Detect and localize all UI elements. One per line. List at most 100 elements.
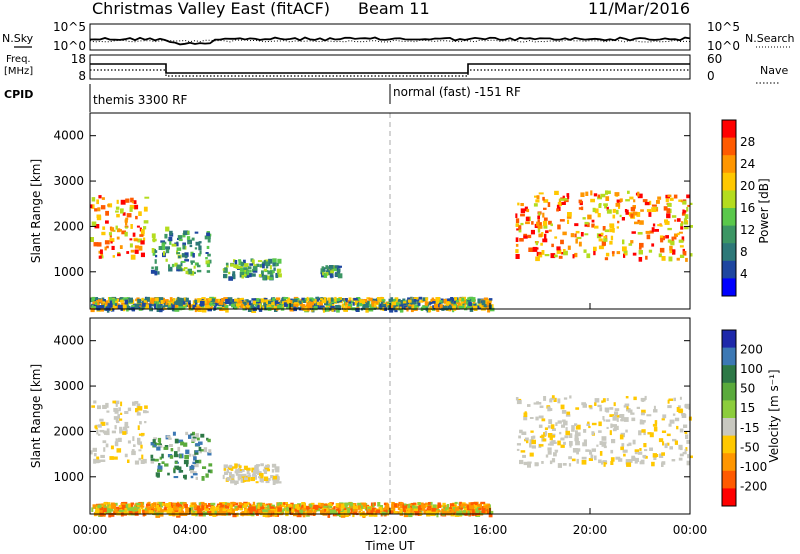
heatmap-cell <box>574 252 578 258</box>
heatmap-cell <box>629 196 634 200</box>
heatmap-cell <box>179 501 185 504</box>
heatmap-cell <box>417 502 421 505</box>
heatmap-cell <box>106 410 110 413</box>
heatmap-cell <box>626 406 629 410</box>
heatmap-cell <box>679 396 682 400</box>
heatmap-cell <box>462 510 466 513</box>
heatmap-cell <box>334 273 339 277</box>
heatmap-cell <box>623 253 626 258</box>
heatmap-cell <box>219 508 223 512</box>
heatmap-cell <box>462 503 468 506</box>
heatmap-cell <box>115 300 119 303</box>
heatmap-cell <box>115 225 118 230</box>
heatmap-cell <box>165 301 171 306</box>
heatmap-cell <box>163 251 166 256</box>
heatmap-cell <box>569 395 572 399</box>
heatmap-cell <box>472 508 477 514</box>
heatmap-cell <box>94 208 98 212</box>
heatmap-cell <box>206 437 209 441</box>
heatmap-cell <box>176 252 181 255</box>
heatmap-cell <box>140 229 145 234</box>
heatmap-cell <box>191 439 196 442</box>
heatmap-cell <box>190 433 194 436</box>
heatmap-cell <box>529 443 532 448</box>
heatmap-cell <box>180 298 184 301</box>
heatmap-cell <box>471 510 475 515</box>
heatmap-cell <box>623 247 626 251</box>
heatmap-cell <box>569 441 573 446</box>
heatmap-cell <box>375 509 381 514</box>
heatmap-cell <box>338 305 342 311</box>
nsky-panel: N.Sky 10^5 10^0 10^5 10^0 N.Search <box>2 20 795 53</box>
heatmap-cell <box>91 204 95 209</box>
heatmap-cell <box>399 306 402 310</box>
heatmap-cell <box>286 304 290 307</box>
heatmap-cell <box>646 234 651 240</box>
heatmap-cell <box>630 412 635 415</box>
heatmap-cell <box>157 503 160 507</box>
heatmap-cell <box>165 226 170 232</box>
heatmap-cell <box>466 505 471 510</box>
freq-trace <box>90 63 690 74</box>
heatmap-cell <box>304 298 307 301</box>
heatmap-cell <box>352 302 355 306</box>
heatmap-cell <box>685 434 689 439</box>
nsearch-label: N.Search <box>745 32 795 45</box>
freq-tick-top: 18 <box>71 52 86 66</box>
heatmap-cell <box>682 209 685 214</box>
heatmap-cell <box>572 254 575 259</box>
heatmap-cell <box>557 224 561 230</box>
heatmap-cell <box>215 506 220 510</box>
heatmap-cell <box>283 302 288 307</box>
heatmap-cell <box>267 478 271 481</box>
heatmap-cell <box>293 513 298 517</box>
heatmap-cell <box>402 301 407 304</box>
colorbar-tick-label: -100 <box>740 460 767 474</box>
heatmap-cell <box>274 307 278 312</box>
heatmap-cell <box>356 305 360 309</box>
heatmap-cell <box>627 190 630 194</box>
heatmap-cell <box>669 245 673 251</box>
heatmap-cell <box>362 300 366 304</box>
heatmap-cell <box>581 456 587 460</box>
heatmap-cell <box>105 220 109 224</box>
heatmap-cell <box>108 505 112 509</box>
heatmap-cell <box>485 504 489 509</box>
heatmap-cell <box>207 452 212 456</box>
heatmap-cell <box>645 255 648 260</box>
heatmap-cell <box>118 437 122 442</box>
heatmap-cell <box>143 226 147 230</box>
heatmap-cell <box>258 476 261 479</box>
heatmap-cell <box>198 446 202 452</box>
heatmap-cell <box>124 299 129 305</box>
heatmap-cell <box>420 502 424 506</box>
heatmap-cell <box>668 423 672 427</box>
nsky-tick-bottom: 10^0 <box>53 39 86 53</box>
heatmap-cell <box>144 405 148 409</box>
heatmap-cell <box>632 252 637 256</box>
heatmap-cell <box>626 443 630 447</box>
heatmap-cell <box>539 444 544 447</box>
heatmap-cell <box>306 302 309 306</box>
heatmap-cell <box>538 212 541 216</box>
heatmap-cell <box>428 502 431 505</box>
heatmap-cell <box>268 503 271 507</box>
heatmap-cell <box>537 215 540 220</box>
heatmap-cell <box>134 245 139 249</box>
heatmap-cell <box>212 303 216 306</box>
heatmap-cell <box>571 425 575 430</box>
heatmap-cell <box>119 245 123 249</box>
heatmap-cell <box>462 303 465 306</box>
heatmap-cell <box>237 266 243 270</box>
heatmap-cell <box>130 254 136 260</box>
heatmap-cell <box>605 407 609 413</box>
heatmap-cell <box>411 505 416 511</box>
heatmap-cell <box>237 473 242 479</box>
heatmap-cell <box>518 435 521 439</box>
heatmap-cell <box>105 402 109 408</box>
heatmap-cell <box>310 502 315 505</box>
heatmap-cell <box>276 263 279 267</box>
heatmap-cell <box>477 305 482 310</box>
heatmap-cell <box>405 303 408 306</box>
heatmap-cell <box>149 303 154 307</box>
